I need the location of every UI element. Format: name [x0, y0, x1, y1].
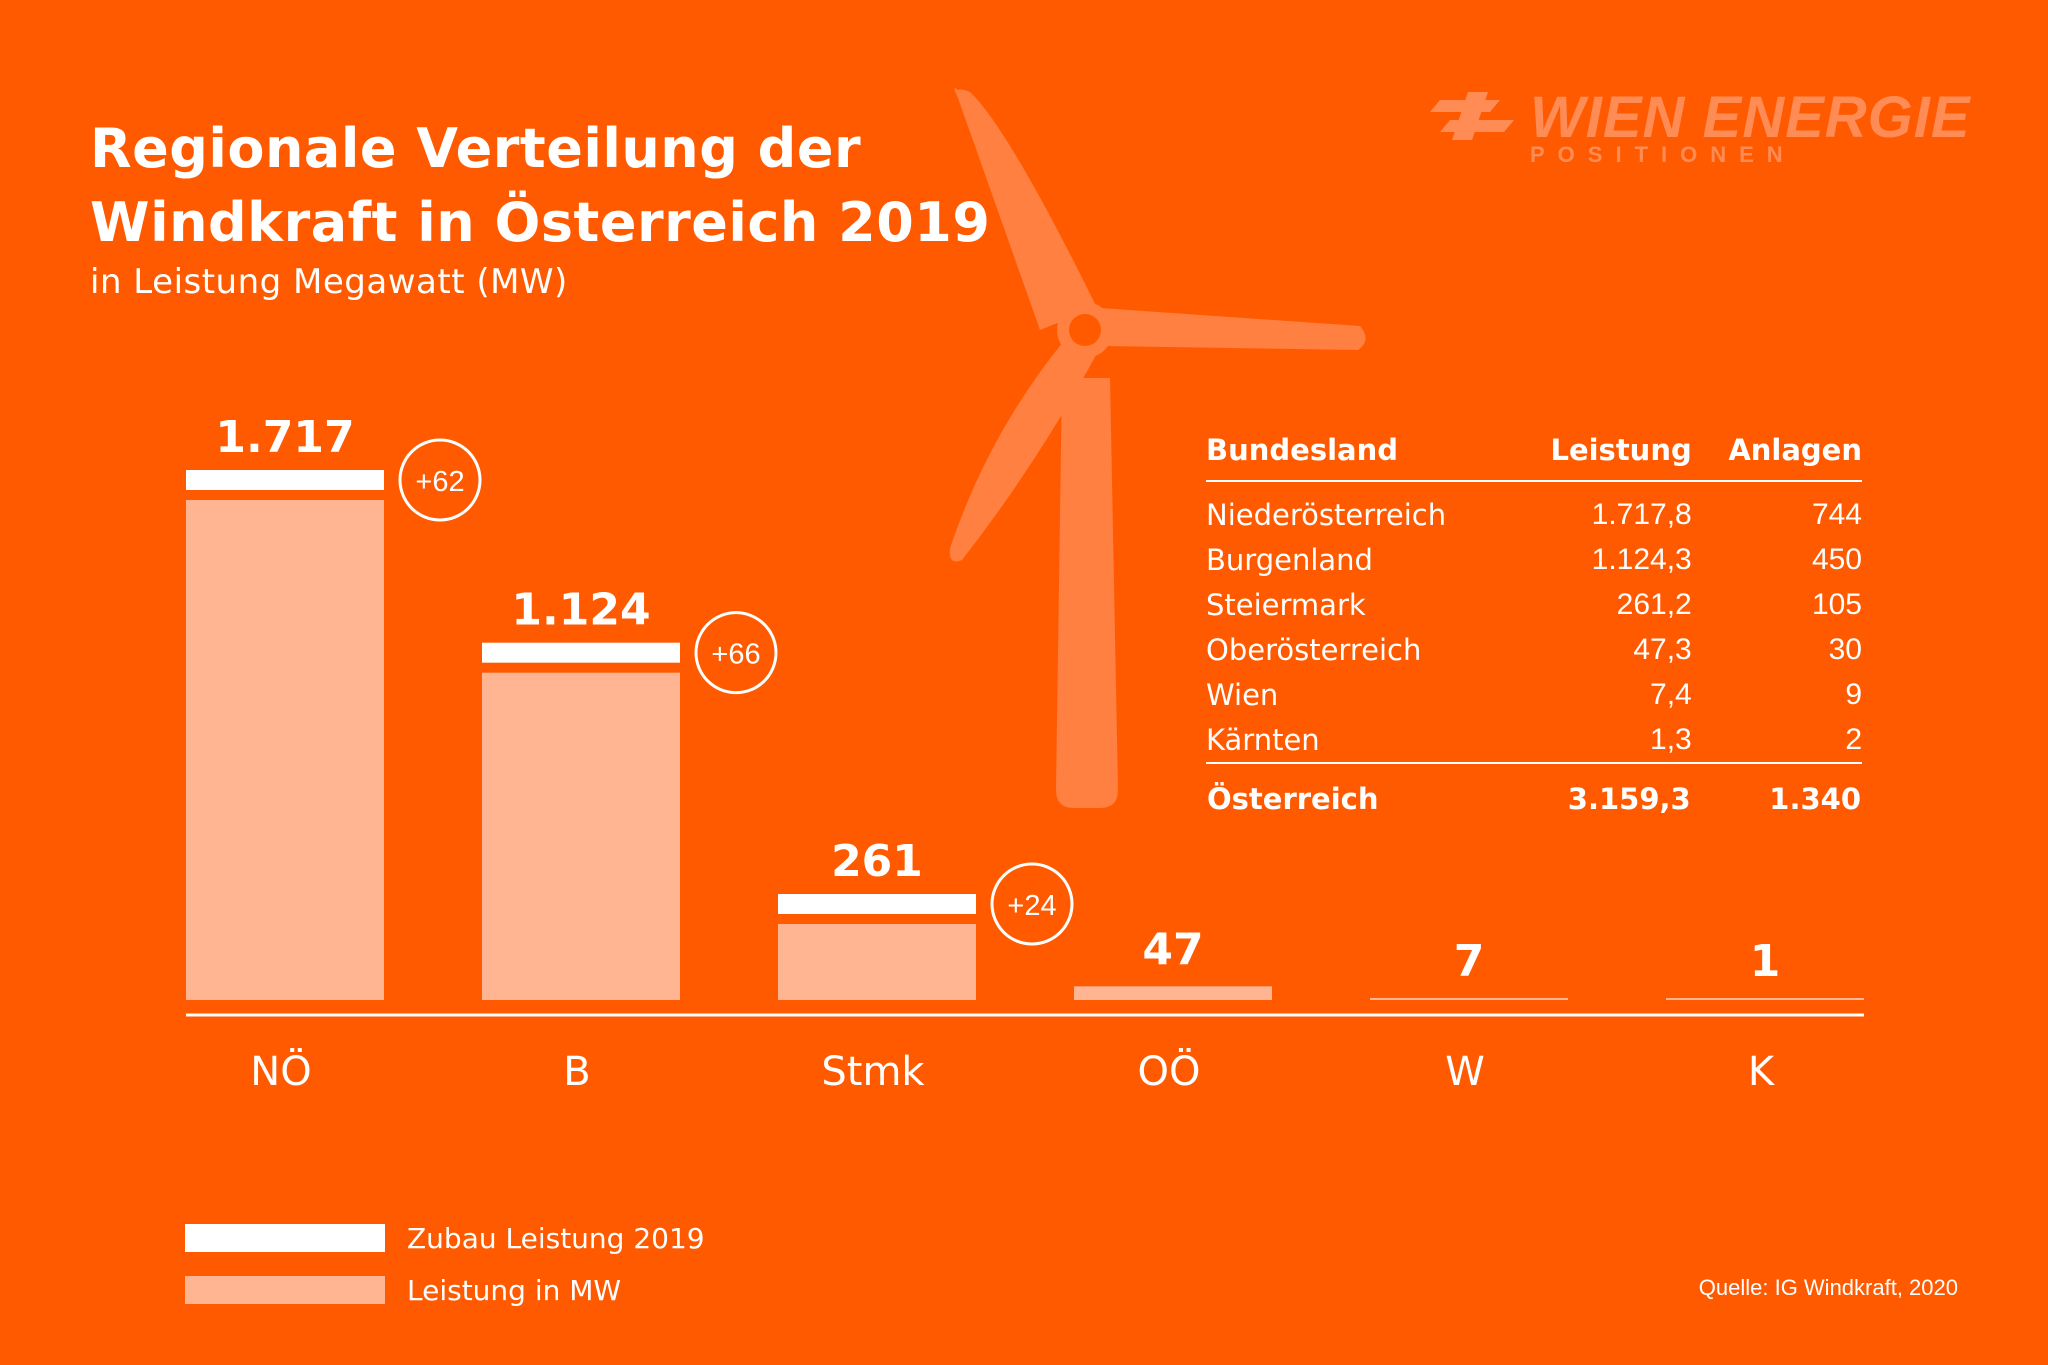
bar-zubau — [482, 642, 680, 663]
table-row: Burgenland 1.124,3 450 — [1206, 537, 1862, 582]
page-title: Regionale Verteilung der Windkraft in Ös… — [90, 112, 990, 260]
cell-leistung: 1,3 — [1650, 722, 1692, 756]
cell-anlagen: 2 — [1845, 722, 1862, 756]
total-label: Österreich — [1206, 762, 1512, 821]
bar-zubau — [186, 470, 384, 490]
x-tick-label: OÖ — [1138, 1047, 1201, 1095]
x-tick-label: K — [1748, 1049, 1776, 1095]
column-header-anlagen: Anlagen — [1691, 428, 1862, 482]
bar-leistung — [1370, 997, 1568, 1000]
data-label: 1.124 — [511, 585, 650, 636]
cell-bundesland: Kärnten — [1206, 722, 1320, 757]
legend-item-zubau: Zubau Leistung 2019 — [185, 1212, 705, 1264]
chart-legend: Zubau Leistung 2019 Leistung in MW — [185, 1212, 705, 1316]
column-header-bundesland: Bundesland — [1206, 428, 1512, 482]
title-line-2: Windkraft in Österreich 2019 — [90, 191, 991, 254]
cell-leistung: 47,3 — [1633, 632, 1692, 666]
table-row: Oberösterreich 47,3 30 — [1206, 627, 1862, 672]
zubau-circle — [398, 438, 482, 522]
table-header-row: Bundesland Leistung Anlagen — [1206, 428, 1862, 482]
bar-zubau — [778, 893, 976, 914]
logo-subtitle: POSITIONEN — [1530, 142, 1796, 167]
zubau-label: +62 — [415, 466, 464, 498]
table-row: Niederösterreich 1.717,8 744 — [1206, 481, 1862, 537]
x-tick-label: Stmk — [821, 1049, 925, 1095]
bar-leistung — [778, 923, 976, 1000]
wien-energie-logo: WIEN ENERGIE POSITIONEN — [1430, 84, 1970, 174]
zubau-circle — [694, 611, 778, 695]
bar-leistung — [482, 672, 680, 1000]
cell-leistung: 7,4 — [1650, 677, 1692, 711]
data-label: 261 — [831, 836, 923, 887]
cell-anlagen: 9 — [1845, 677, 1862, 711]
data-label: 47 — [1142, 924, 1203, 975]
legend-swatch-zubau — [185, 1224, 385, 1252]
table-total-row: Österreich 3.159,3 1.340 — [1206, 762, 1862, 821]
column-header-leistung: Leistung — [1511, 428, 1692, 482]
zubau-circle — [990, 862, 1074, 946]
x-tick-label: W — [1445, 1049, 1485, 1095]
title-line-1: Regionale Verteilung der — [90, 117, 862, 180]
cell-anlagen: 744 — [1811, 497, 1862, 531]
cell-leistung: 1.717,8 — [1591, 497, 1692, 531]
zubau-label: +24 — [1007, 890, 1056, 922]
table-row: Wien 7,4 9 — [1206, 672, 1862, 717]
table-row: Kärnten 1,3 2 — [1206, 717, 1862, 763]
data-table: Bundesland Leistung Anlagen Niederösterr… — [1206, 428, 1862, 821]
zubau-label: +66 — [711, 639, 760, 671]
table-row: Steiermark 261,2 105 — [1206, 582, 1862, 627]
logo-name: WIEN ENERGIE — [1530, 85, 1971, 150]
cell-leistung: 1.124,3 — [1591, 542, 1692, 576]
cell-bundesland: Oberösterreich — [1206, 632, 1422, 667]
x-tick-label: NÖ — [250, 1047, 311, 1095]
cell-bundesland: Burgenland — [1206, 542, 1373, 577]
cell-bundesland: Niederösterreich — [1206, 497, 1447, 532]
cell-anlagen: 105 — [1811, 587, 1862, 621]
bar-leistung — [1666, 998, 1864, 1000]
data-label: 7 — [1454, 936, 1485, 987]
source-note: Quelle: IG Windkraft, 2020 — [1698, 1275, 1958, 1300]
cell-bundesland: Wien — [1206, 677, 1279, 712]
cell-bundesland: Steiermark — [1206, 587, 1366, 622]
bar-leistung — [186, 500, 384, 1000]
data-label: 1 — [1750, 936, 1781, 987]
data-label: 1.717 — [215, 412, 354, 463]
total-leistung: 3.159,3 — [1511, 762, 1692, 821]
legend-label-zubau: Zubau Leistung 2019 — [407, 1221, 705, 1255]
cell-anlagen: 30 — [1828, 632, 1862, 666]
logo-mark-icon — [1430, 92, 1514, 140]
cell-anlagen: 450 — [1811, 542, 1862, 576]
subtitle: in Leistung Megawatt (MW) — [90, 262, 568, 302]
legend-label-leistung: Leistung in MW — [407, 1273, 622, 1307]
bar-leistung — [1074, 986, 1272, 1000]
x-tick-label: B — [563, 1049, 590, 1095]
legend-swatch-leistung — [185, 1276, 385, 1304]
legend-item-leistung: Leistung in MW — [185, 1264, 705, 1316]
total-anlagen: 1.340 — [1691, 762, 1862, 821]
cell-leistung: 261,2 — [1616, 587, 1692, 621]
